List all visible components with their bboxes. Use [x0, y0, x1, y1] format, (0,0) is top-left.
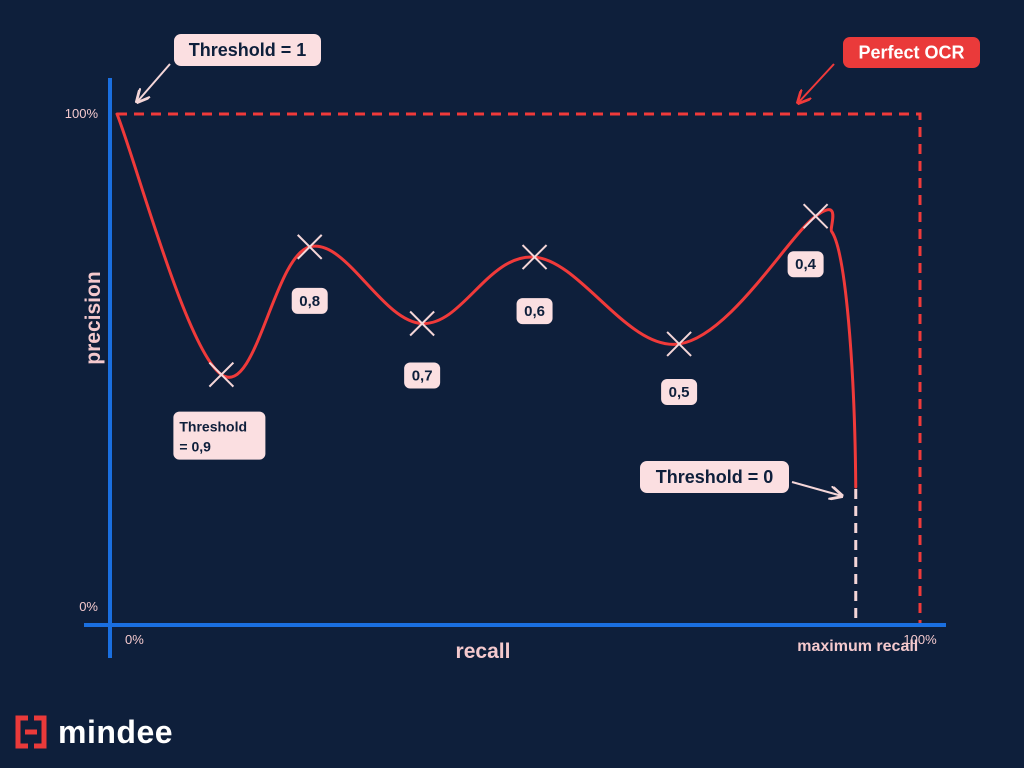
- label-box: [404, 362, 441, 389]
- x-axis-label: recall: [456, 640, 511, 663]
- threshold-marker: [666, 331, 692, 357]
- label-box: [661, 378, 698, 405]
- annotation-label: Perfect OCR: [858, 43, 964, 63]
- annotation-label: Threshold = 1: [189, 40, 307, 60]
- marker-stroke: [802, 203, 829, 229]
- threshold-marker: [208, 361, 235, 388]
- perfect-ocr-line: [117, 112, 922, 625]
- threshold-label-text: Threshold: [179, 419, 247, 435]
- annotation-box: [174, 34, 321, 66]
- label-box: [516, 298, 553, 325]
- brand-logo: mindee: [14, 712, 173, 752]
- annotation-arrow: [798, 63, 835, 103]
- labels-layer: Threshold = 0,9 0,8 0,7 0,6 0,5 0,4 Threshold =…: [137, 34, 980, 496]
- threshold-label: 0,4: [787, 251, 824, 278]
- curve-layer: [115, 112, 858, 489]
- precision-recall-curve: [115, 112, 858, 489]
- annotation-label: Threshold = 0: [656, 467, 774, 487]
- x-tick-label: 0%: [125, 632, 144, 647]
- threshold-label: 0,7: [404, 362, 441, 389]
- annotation-arrow: [791, 481, 842, 496]
- maximum-recall-label: maximum recall: [797, 638, 918, 655]
- axes-layer: 0% 100% 0% 100% recall precision maximum recal…: [65, 78, 946, 663]
- threshold-marker: [521, 244, 548, 270]
- marker-stroke: [409, 310, 435, 337]
- y-tick-label: 0%: [79, 599, 98, 614]
- mindee-logo-icon: [15, 715, 47, 749]
- threshold-marker: [409, 310, 435, 337]
- annotation-box: [640, 461, 789, 493]
- annotation-callout: Threshold = 1: [137, 34, 321, 102]
- threshold-label-text: = 0,9: [179, 439, 211, 455]
- perfect-ocr-layer: [117, 112, 922, 625]
- threshold-label-text: 0,7: [412, 368, 433, 385]
- threshold-label: Threshold = 0,9: [173, 411, 266, 460]
- label-box: [787, 251, 824, 278]
- y-axis-label: precision: [82, 271, 105, 364]
- x-tick-label: 100%: [903, 632, 937, 647]
- annotation-box: [843, 37, 980, 68]
- threshold-label-text: 0,4: [795, 256, 817, 273]
- marker-stroke: [666, 331, 692, 357]
- markers-layer: [208, 203, 829, 388]
- threshold-label: 0,6: [516, 298, 553, 325]
- threshold-marker: [802, 203, 829, 229]
- label-box: [173, 411, 266, 460]
- annotation-callout: Threshold = 0: [640, 461, 842, 496]
- marker-stroke: [208, 361, 235, 388]
- annotation-arrow: [137, 63, 171, 102]
- brand-name: mindee: [58, 713, 174, 750]
- threshold-marker: [297, 234, 323, 260]
- marker-stroke: [521, 244, 548, 270]
- threshold-label-text: 0,8: [299, 293, 320, 310]
- annotation-callout: Perfect OCR: [798, 37, 980, 103]
- marker-stroke: [297, 234, 323, 260]
- y-tick-label: 100%: [65, 106, 99, 121]
- label-box: [291, 287, 328, 314]
- threshold-label-text: 0,6: [524, 303, 545, 320]
- threshold-label-text: 0,5: [669, 384, 690, 401]
- threshold-label: 0,8: [291, 287, 328, 314]
- threshold-label: 0,5: [661, 378, 698, 405]
